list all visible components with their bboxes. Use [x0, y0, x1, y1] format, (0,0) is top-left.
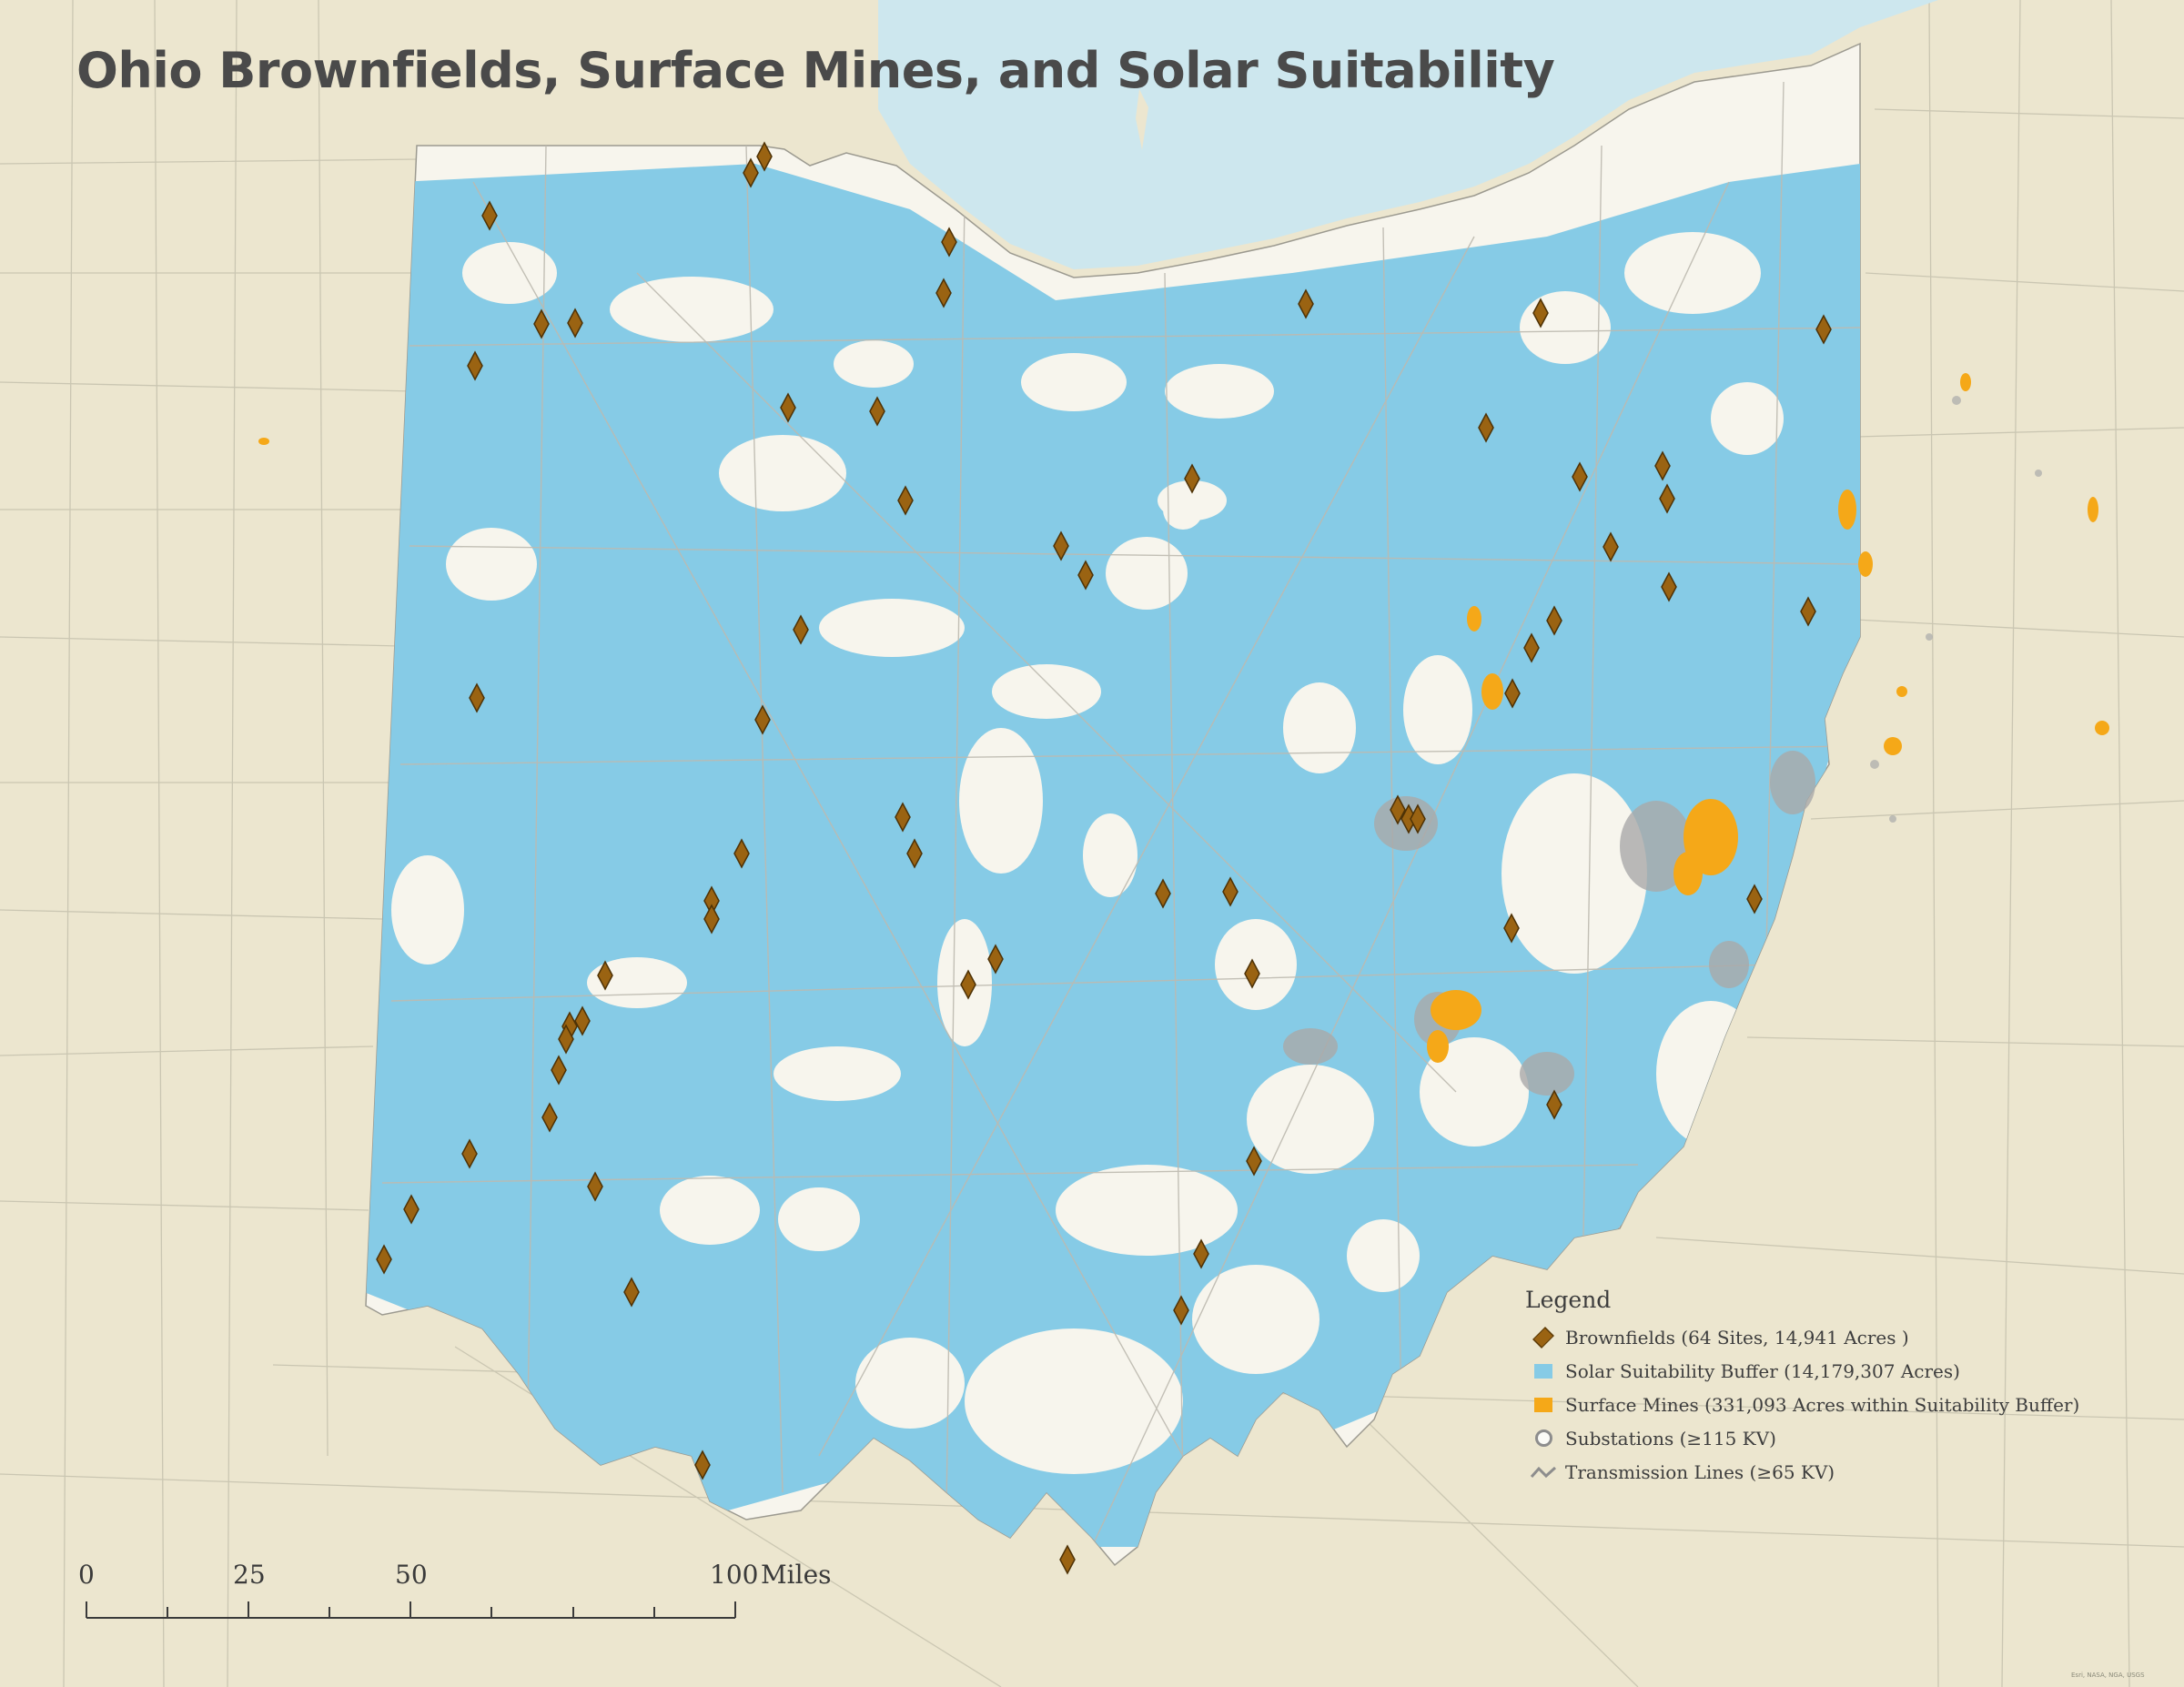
brownfield-marker-icon	[869, 396, 885, 427]
map-title: Ohio Brownfields, Surface Mines, and Sol…	[76, 42, 1555, 99]
surface-mine-swatch	[1534, 1397, 1552, 1412]
surface-mines	[258, 373, 2109, 1063]
legend-item-substations: Substations (≥115 KV)	[1525, 1421, 2126, 1455]
brownfield-marker-icon	[754, 704, 771, 735]
brownfield-marker-icon	[1246, 1146, 1262, 1177]
substations	[1870, 396, 2042, 823]
lake-erie	[878, 0, 1938, 269]
brownfield-marker-icon	[403, 1194, 420, 1225]
brownfield-marker-icon	[1546, 605, 1562, 636]
legend-label: Surface Mines (331,093 Acres within Suit…	[1565, 1393, 2080, 1416]
legend-item-transmission-lines: Transmission Lines (≥65 KV)	[1525, 1455, 2126, 1489]
scale-label-50: 50	[395, 1560, 428, 1590]
brownfield-marker-icon	[461, 1138, 478, 1169]
brownfield-marker-icon	[1661, 571, 1677, 602]
brownfield-marker-icon	[941, 227, 957, 258]
island	[1136, 89, 1148, 150]
scale-label-100: 100	[710, 1560, 759, 1590]
transmission-line-icon	[1530, 1466, 1557, 1478]
substation-circle-icon	[1534, 1429, 1552, 1447]
brownfield-marker-icon	[1603, 531, 1619, 562]
brownfield-marker-icon	[743, 157, 759, 188]
legend-label: Substations (≥115 KV)	[1565, 1427, 1776, 1450]
brownfield-marker-icon	[1478, 412, 1494, 443]
brownfield-marker-icon	[756, 141, 773, 172]
legend-item-brownfields: Brownfields (64 Sites, 14,941 Acres )	[1525, 1320, 2126, 1354]
brownfield-marker-icon	[1546, 1089, 1562, 1120]
brownfield-marker-icon	[1659, 483, 1675, 514]
brownfield-marker-icon	[1523, 632, 1540, 663]
legend-label: Solar Suitability Buffer (14,179,307 Acr…	[1565, 1359, 1960, 1382]
brownfield-marker-icon	[1746, 884, 1763, 914]
map-credit: Esri, NASA, NGA, USGS	[2071, 1672, 2145, 1679]
brownfield-marker-icon	[467, 350, 483, 381]
brownfield-marker-icon	[1244, 958, 1260, 989]
brownfield-marker-icon	[551, 1055, 567, 1086]
legend-title: Legend	[1525, 1287, 1612, 1313]
brownfield-marker-icon	[597, 960, 613, 991]
brownfield-marker-icon	[1298, 288, 1314, 319]
brownfield-marker-icon	[793, 614, 809, 645]
solar-suitability-buffer	[366, 164, 1860, 1547]
brownfield-marker-icon	[733, 838, 750, 869]
brownfield-marker-icon	[574, 1005, 591, 1036]
brownfield-marker-icon	[481, 200, 498, 231]
solar-buffer-swatch	[1534, 1363, 1552, 1379]
brownfield-marker-icon	[1390, 794, 1406, 825]
brownfield-marker-icon	[1184, 463, 1200, 494]
brownfield-marker-icon	[1815, 314, 1832, 345]
brownfield-marker-icon	[780, 392, 796, 423]
brownfield-marker-icon	[376, 1244, 392, 1275]
brownfield-marker-icon	[906, 838, 923, 869]
brownfield-marker-icon	[1077, 560, 1094, 591]
brownfield-markers	[376, 141, 1832, 1575]
brownfield-marker-icon	[1572, 461, 1588, 492]
brownfield-marker-icon	[1173, 1295, 1189, 1326]
brownfield-marker-icon	[1193, 1238, 1209, 1269]
brownfield-marker-icon	[587, 1171, 603, 1202]
legend-item-surface-mines: Surface Mines (331,093 Acres within Suit…	[1525, 1388, 2126, 1421]
brownfield-marker-icon	[1059, 1544, 1076, 1575]
scale-label-unit: Miles	[761, 1560, 832, 1590]
brownfield-marker-icon	[895, 802, 911, 833]
brownfield-marker-icon	[1532, 298, 1549, 328]
brownfield-marker-icon	[694, 1450, 711, 1480]
brownfield-marker-icon	[935, 278, 952, 308]
scale-bar	[86, 1601, 736, 1619]
brownfield-marker-icon	[1155, 878, 1171, 909]
scale-label-0: 0	[78, 1560, 95, 1590]
scale-label-25: 25	[233, 1560, 266, 1590]
brownfield-marker-icon	[1053, 530, 1069, 561]
brownfield-marker-icon	[1222, 876, 1239, 907]
brownfield-marker-icon	[1410, 803, 1426, 834]
brownfield-marker-icon	[558, 1024, 574, 1055]
legend: Legend Brownfields (64 Sites, 14,941 Acr…	[1525, 1287, 2126, 1489]
brownfield-diamond-icon	[1532, 1326, 1554, 1349]
brownfield-marker-icon	[1654, 450, 1671, 481]
brownfield-marker-icon	[567, 308, 583, 338]
legend-label: Transmission Lines (≥65 KV)	[1565, 1460, 1835, 1483]
brownfield-marker-icon	[469, 682, 485, 713]
ohio-roads	[381, 81, 1860, 1548]
brownfield-marker-icon	[703, 904, 720, 934]
brownfield-marker-icon	[623, 1277, 640, 1308]
brownfield-marker-icon	[1504, 678, 1521, 709]
brownfield-marker-icon	[897, 485, 914, 516]
brownfield-marker-icon	[1800, 596, 1816, 627]
brownfield-marker-icon	[960, 969, 976, 1000]
brownfield-marker-icon	[541, 1102, 558, 1133]
legend-item-solar-buffer: Solar Suitability Buffer (14,179,307 Acr…	[1525, 1354, 2126, 1388]
brownfield-marker-icon	[987, 944, 1004, 975]
brownfield-marker-icon	[1503, 913, 1520, 944]
brownfield-marker-icon	[533, 308, 550, 339]
legend-label: Brownfields (64 Sites, 14,941 Acres )	[1565, 1326, 1909, 1349]
